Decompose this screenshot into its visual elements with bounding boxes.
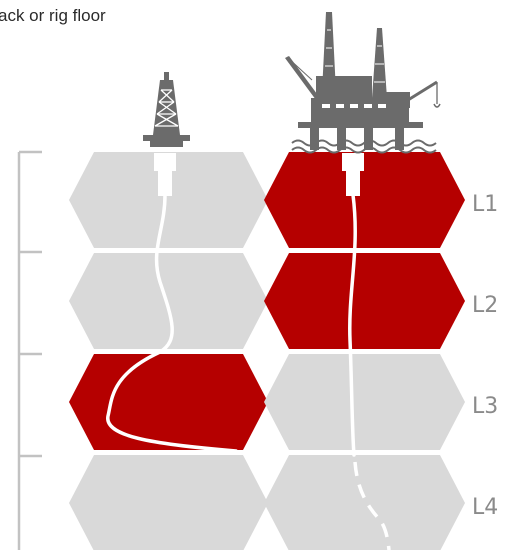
offshore-cell-l2 xyxy=(264,253,465,349)
level-bracket xyxy=(17,150,42,550)
level-label-l2: L2 xyxy=(472,293,498,318)
onshore-cell-l3 xyxy=(69,354,268,450)
offshore-platform-icon xyxy=(285,12,441,154)
offshore-cell-l3 xyxy=(264,354,465,450)
onshore-wellbore xyxy=(106,153,238,453)
onshore-cell-l1 xyxy=(69,152,268,248)
onshore-derrick-icon xyxy=(143,72,190,147)
level-label-l1: L1 xyxy=(472,192,498,217)
onshore-cell-l4 xyxy=(69,455,268,550)
caption-text: ack or rig floor xyxy=(0,6,106,25)
offshore-cell-l1 xyxy=(264,152,465,248)
offshore-wellbore xyxy=(342,153,391,550)
level-label-l4: L4 xyxy=(472,495,498,520)
level-label-l3: L3 xyxy=(472,394,498,419)
onshore-cell-l2 xyxy=(69,253,268,349)
offshore-cell-l4 xyxy=(264,455,465,550)
